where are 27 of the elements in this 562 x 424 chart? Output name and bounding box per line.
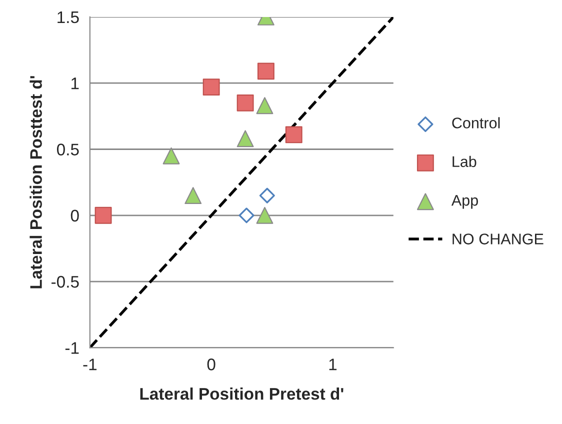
point [256,97,274,114]
legend-label: Control [452,117,500,128]
y-tick-label: -0.5 [52,276,79,288]
y-tick-label: 1.5 [58,12,79,24]
legend-label: App [451,195,478,209]
point [202,78,220,96]
point [236,130,254,148]
point [236,94,254,112]
x-tick-label: -1 [83,358,97,370]
point [285,126,302,144]
point [259,188,275,204]
point [184,187,202,204]
point [162,147,180,164]
x-tick-label: 1 [329,358,337,370]
x-tick-label: 0 [207,358,216,370]
y-tick-label: 1 [72,78,79,90]
point [256,206,274,224]
point [257,62,274,80]
y-axis-title: Lateral Position Posttest d' [30,76,42,288]
point [238,208,254,224]
x-axis-title: Lateral Position Pretest d' [140,388,344,400]
legend-label: NO CHANGE [452,234,544,244]
y-tick-label: -1 [65,342,79,354]
y-tick-label: 0 [70,210,79,222]
legend-label: Lab [452,156,476,168]
y-tick-label: 0.5 [56,144,79,156]
point [94,206,112,224]
